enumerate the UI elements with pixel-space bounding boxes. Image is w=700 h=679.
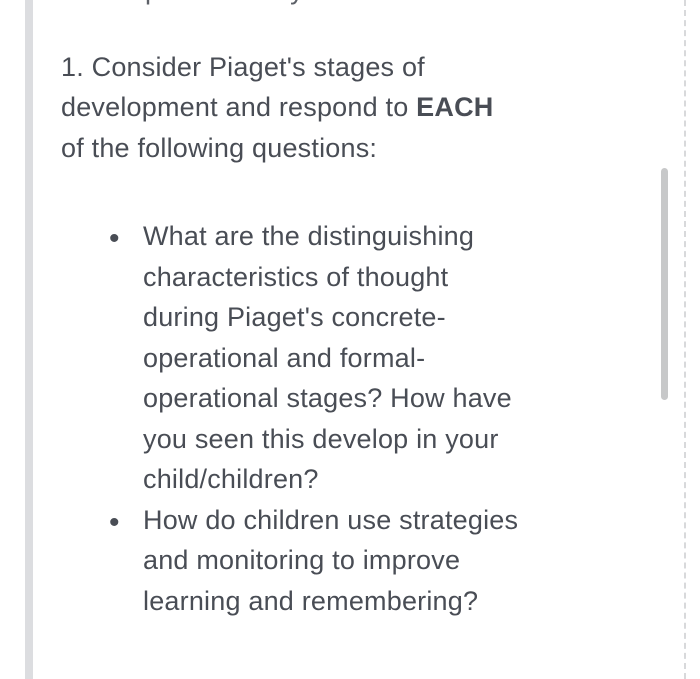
content-block: set of questions in your discussion. 1. … <box>25 0 642 679</box>
question-bold-word: EACH <box>416 92 493 122</box>
question-intro: 1. Consider Piaget's stages of developme… <box>61 47 522 169</box>
intro-fragment-text: set of questions in your discussion. <box>61 0 522 11</box>
page-divider-dashed <box>684 0 686 679</box>
bullet-list: What are the distinguishing characterist… <box>119 216 522 621</box>
question-prefix: 1. Consider Piaget's stages of developme… <box>61 52 425 123</box>
list-item: How do children use strategies and monit… <box>119 500 522 622</box>
scrollbar-thumb[interactable] <box>661 168 668 400</box>
document-viewport: set of questions in your discussion. 1. … <box>0 0 700 679</box>
list-item: What are the distinguishing characterist… <box>119 216 522 500</box>
question-suffix: of the following questions: <box>61 133 377 163</box>
